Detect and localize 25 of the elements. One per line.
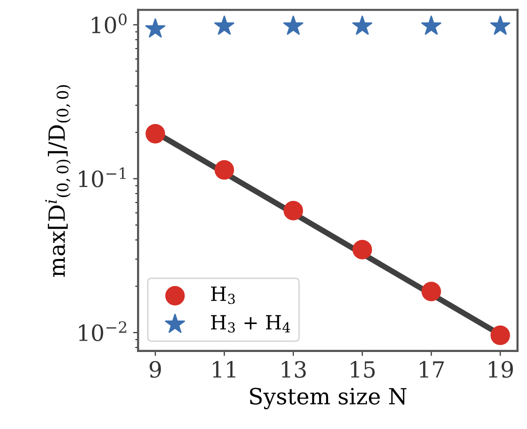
point — [352, 240, 372, 260]
x-tick-label: 11 — [212, 361, 236, 378]
x-tick-label: 19 — [488, 361, 513, 378]
point — [145, 18, 166, 38]
point — [283, 16, 304, 35]
point — [490, 16, 510, 35]
x-tick-label: 17 — [420, 361, 444, 378]
point — [146, 124, 166, 144]
y-tick-label: 10$^{−2}$ — [79, 321, 126, 342]
legend-label: H$_{3}$ — [211, 286, 235, 304]
y-tick-label: 10$^{−1}$ — [79, 167, 126, 188]
point — [490, 326, 510, 346]
legend-label: H$_{3}$ + H$_{4}$ — [211, 315, 290, 333]
point — [214, 160, 234, 180]
point — [422, 282, 442, 302]
x-axis-title: System size N — [250, 388, 406, 410]
point — [421, 16, 442, 35]
x-tick-label: 15 — [350, 361, 375, 378]
x-tick-label: 13 — [282, 361, 306, 378]
y-axis-title: max[D$^{i}$$_{(0,0)}$]/D$_{(0,0)}$ — [45, 85, 71, 277]
point — [214, 16, 234, 35]
x-tick-label: 9 — [150, 361, 161, 378]
point — [352, 16, 372, 35]
point — [284, 200, 304, 220]
y-tick-label: 10$^{0}$ — [92, 13, 127, 34]
